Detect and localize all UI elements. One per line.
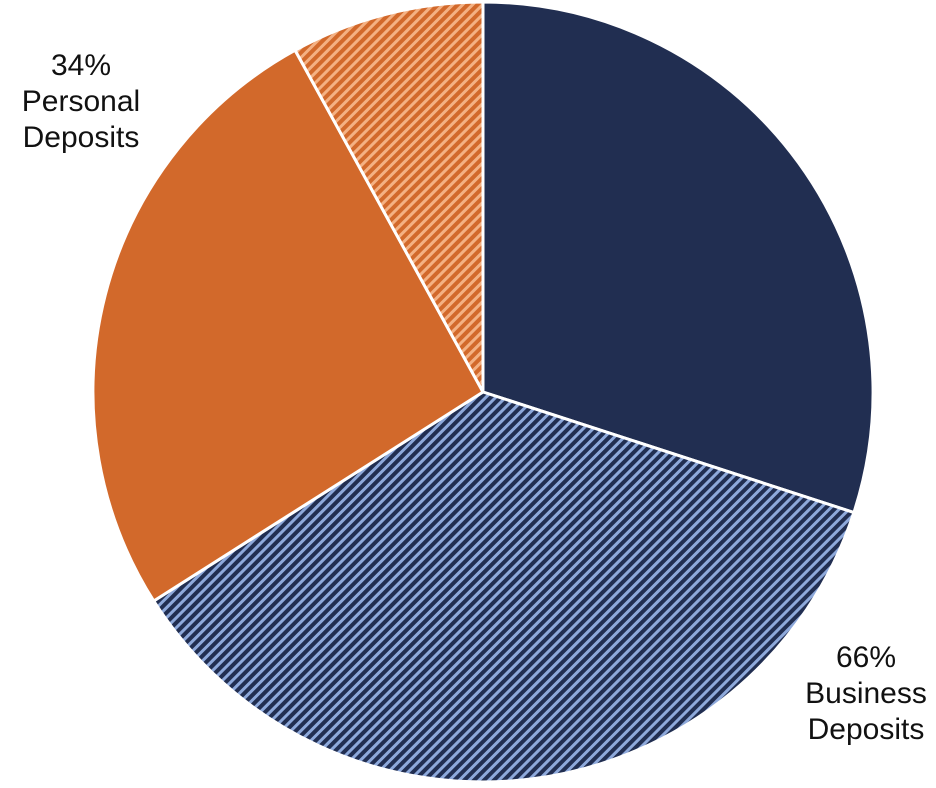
personal-deposits-percent: 34% <box>50 49 112 82</box>
personal-deposits-name-line1: Personal <box>21 85 141 118</box>
pie-slice-business-solid <box>481 0 875 515</box>
business-deposits-name-line2: Deposits <box>807 713 925 746</box>
personal-deposits-label: 34% Personal Deposits <box>6 48 156 156</box>
personal-deposits-name-line2: Deposits <box>22 121 140 154</box>
pie-slice-personal-striped <box>293 0 485 394</box>
business-deposits-name-line1: Business <box>805 677 927 710</box>
business-deposits-label: 66% Business Deposits <box>796 640 936 748</box>
pie-slice-business-striped <box>152 390 856 784</box>
pie-slices <box>91 0 875 784</box>
pie-slice-personal-solid <box>91 48 485 603</box>
business-deposits-percent: 66% <box>835 641 897 674</box>
